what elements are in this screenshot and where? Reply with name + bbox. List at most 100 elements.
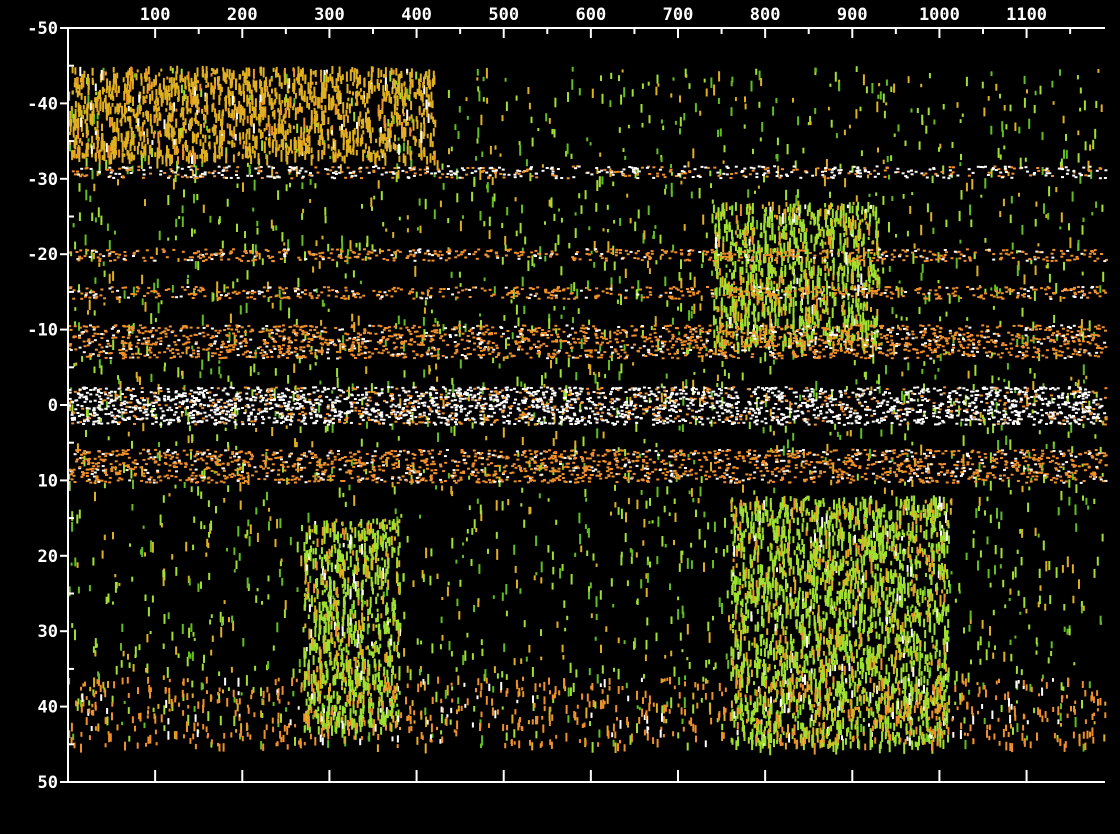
signal-speckle	[120, 660, 123, 668]
signal-speckle	[221, 240, 224, 249]
cluster-speckle	[859, 219, 862, 225]
signal-speckle	[315, 240, 318, 247]
signal-speckle	[865, 86, 868, 94]
cluster-speckle	[899, 505, 902, 509]
signal-speckle	[749, 588, 752, 599]
cluster-speckle	[758, 688, 761, 699]
signal-speckle	[623, 87, 626, 98]
cluster-speckle	[803, 340, 806, 351]
cluster-speckle	[828, 645, 831, 656]
cluster-speckle	[912, 613, 915, 623]
cluster-speckle	[714, 306, 717, 310]
signal-speckle	[422, 317, 425, 326]
signal-speckle	[860, 428, 863, 439]
cluster-speckle	[815, 563, 817, 568]
cluster-speckle	[741, 266, 744, 275]
cluster-speckle	[746, 329, 749, 336]
signal-speckle	[88, 700, 91, 706]
signal-speckle	[932, 227, 935, 234]
signal-speckle	[114, 230, 116, 235]
signal-speckle	[782, 445, 785, 456]
cluster-speckle	[771, 222, 774, 234]
cluster-speckle	[915, 534, 918, 538]
signal-speckle	[188, 425, 191, 432]
signal-speckle	[200, 682, 203, 691]
signal-speckle	[600, 75, 602, 81]
signal-speckle	[194, 261, 197, 269]
cluster-speckle	[801, 315, 804, 321]
cluster-speckle	[850, 701, 853, 711]
signal-speckle	[705, 88, 708, 97]
signal-speckle	[447, 218, 450, 224]
cluster-speckle	[841, 305, 844, 312]
signal-speckle	[120, 643, 122, 651]
cluster-speckle	[784, 225, 787, 231]
signal-speckle	[440, 714, 443, 724]
cluster-speckle	[947, 619, 950, 628]
signal-speckle	[385, 458, 388, 465]
signal-speckle	[535, 535, 538, 546]
signal-speckle	[781, 621, 784, 629]
cluster-speckle	[812, 304, 815, 315]
cluster-speckle	[811, 575, 813, 581]
cluster-speckle	[948, 699, 950, 705]
signal-speckle	[453, 394, 456, 398]
cluster-speckle	[783, 209, 786, 214]
cluster-speckle	[863, 688, 866, 693]
signal-speckle	[570, 346, 573, 353]
cluster-speckle	[942, 529, 945, 540]
cluster-speckle	[752, 243, 755, 254]
signal-speckle	[812, 388, 815, 398]
signal-speckle	[815, 167, 817, 177]
signal-speckle	[708, 659, 711, 665]
signal-speckle	[694, 103, 697, 113]
cluster-speckle	[760, 648, 763, 657]
cluster-speckle	[851, 316, 854, 326]
cluster-speckle	[799, 221, 802, 227]
signal-speckle	[78, 183, 81, 192]
cluster-speckle	[916, 742, 919, 748]
cluster-speckle	[869, 256, 872, 268]
cluster-speckle	[819, 527, 822, 534]
cluster-speckle	[892, 624, 895, 628]
signal-speckle	[246, 162, 249, 167]
signal-speckle	[355, 242, 358, 248]
signal-speckle	[939, 143, 942, 149]
signal-speckle	[257, 371, 260, 376]
signal-speckle	[945, 684, 948, 689]
signal-speckle	[677, 732, 680, 739]
cluster-speckle	[763, 333, 766, 341]
cluster-speckle	[888, 610, 891, 615]
signal-speckle	[353, 111, 356, 122]
cluster-speckle	[787, 285, 790, 297]
cluster-speckle	[755, 251, 758, 259]
signal-speckle	[115, 581, 118, 589]
cluster-speckle	[741, 540, 744, 552]
cluster-speckle	[818, 712, 821, 718]
signal-speckle	[145, 667, 147, 673]
signal-speckle	[705, 660, 708, 668]
cluster-speckle	[931, 593, 934, 602]
signal-speckle	[565, 392, 567, 401]
signal-speckle	[160, 300, 163, 305]
signal-speckle	[392, 702, 395, 708]
cluster-speckle	[868, 205, 871, 209]
signal-speckle	[227, 687, 230, 691]
signal-speckle	[967, 672, 970, 683]
cluster-speckle	[726, 340, 729, 344]
signal-speckle	[412, 580, 415, 588]
signal-speckle	[247, 474, 250, 485]
signal-speckle	[705, 347, 708, 352]
signal-speckle	[1003, 105, 1006, 111]
cluster-speckle	[903, 499, 906, 510]
cluster-speckle	[858, 644, 861, 650]
signal-speckle	[450, 146, 453, 152]
signal-speckle	[357, 342, 360, 353]
cluster-speckle	[793, 685, 796, 690]
cluster-speckle	[926, 692, 929, 696]
cluster-speckle	[929, 612, 931, 623]
cluster-speckle	[809, 274, 812, 279]
signal-speckle	[906, 230, 909, 237]
signal-speckle	[297, 462, 299, 473]
cluster-speckle	[850, 556, 853, 561]
